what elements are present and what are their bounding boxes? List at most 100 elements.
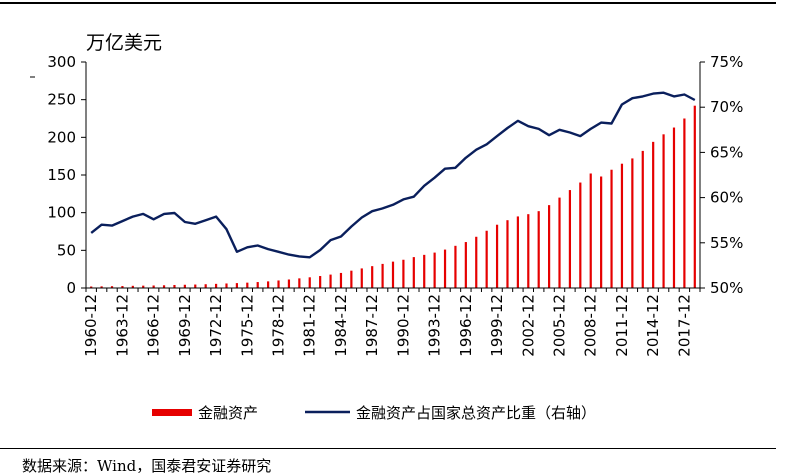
left-axis-ticks: 0 50 100 150 200 250 300	[47, 53, 86, 297]
right-tick-label: 60%	[710, 189, 743, 207]
right-tick-label: 70%	[710, 98, 743, 116]
bar	[433, 252, 436, 288]
legend-label-line: 金融资产占国家总资产比重（右轴）	[356, 404, 596, 422]
x-tick-label: 1960-12	[82, 294, 100, 357]
right-tick-label: 65%	[710, 143, 743, 161]
left-tick-label: 300	[47, 53, 76, 71]
bar	[412, 257, 415, 288]
bar	[464, 242, 467, 288]
bar	[319, 276, 322, 288]
x-tick-label: 2011-12	[613, 294, 631, 357]
bar	[693, 105, 696, 289]
bar	[350, 270, 353, 288]
x-tick-label: 2017-12	[675, 294, 693, 357]
left-tick-label: 250	[47, 91, 76, 109]
x-axis-ticks: 1960-12 1963-12 1966-12 1969-12 1972-12 1975-…	[82, 288, 701, 357]
bar	[610, 169, 613, 288]
bar	[485, 230, 488, 288]
bar	[495, 224, 499, 288]
bar	[662, 134, 665, 288]
bar	[454, 245, 457, 288]
bar	[402, 259, 405, 288]
right-tick-label: 75%	[710, 53, 743, 71]
axes	[30, 62, 701, 289]
bar	[194, 284, 197, 288]
legend-swatch-bar	[152, 409, 192, 416]
bar	[672, 127, 676, 288]
bar	[537, 211, 540, 288]
bar	[652, 141, 655, 288]
left-tick-label: 50	[57, 241, 76, 259]
bar	[142, 285, 145, 288]
bar	[298, 278, 301, 288]
bar	[620, 163, 624, 288]
bar	[152, 285, 155, 288]
bar	[162, 285, 166, 288]
bar	[589, 173, 592, 288]
bar	[256, 282, 259, 288]
bar	[423, 254, 426, 288]
x-tick-label: 1969-12	[176, 294, 194, 357]
bar	[600, 176, 603, 288]
bar	[183, 284, 186, 288]
x-tick-label: 1981-12	[301, 294, 319, 357]
left-tick-label: 200	[47, 128, 76, 146]
bar	[267, 281, 270, 288]
bar	[277, 280, 280, 288]
bottom-rule	[0, 448, 776, 449]
top-rule	[0, 2, 776, 4]
x-tick-label: 1987-12	[363, 294, 381, 357]
bar	[641, 150, 644, 288]
x-tick-label: 2005-12	[551, 294, 569, 357]
legend: 金融资产 金融资产占国家总资产比重（右轴）	[152, 404, 596, 422]
bar	[329, 274, 332, 288]
bar	[287, 279, 291, 288]
x-tick-label: 1975-12	[238, 294, 256, 357]
x-tick-label: 1963-12	[113, 294, 131, 357]
x-tick-label: 1984-12	[332, 294, 350, 357]
ratio-line	[90, 91, 696, 259]
bar	[204, 284, 207, 288]
bar	[631, 158, 634, 288]
bar	[225, 283, 228, 288]
line-series-ratio	[90, 91, 696, 259]
left-tick-label: 150	[47, 166, 76, 184]
bar	[110, 286, 114, 288]
left-tick-label: 100	[47, 204, 76, 222]
bar	[371, 266, 374, 288]
x-tick-label: 1993-12	[426, 294, 444, 357]
bar	[360, 268, 363, 288]
bar	[131, 285, 134, 288]
bar	[381, 263, 384, 288]
bar	[579, 182, 582, 288]
left-tick-label: 0	[66, 279, 76, 297]
bar	[443, 249, 447, 288]
x-tick-label: 2002-12	[519, 294, 537, 357]
x-tick-label: 2008-12	[582, 294, 600, 357]
bar	[506, 220, 509, 288]
right-axis-ticks: 50% 55% 60% 65% 70% 75%	[700, 53, 743, 297]
x-tick-label: 1966-12	[145, 294, 163, 357]
bar	[391, 261, 395, 288]
legend-label-bar: 金融资产	[198, 404, 258, 422]
bar	[246, 282, 249, 288]
bar	[235, 283, 238, 288]
bar	[683, 118, 686, 288]
bar	[121, 286, 124, 288]
x-tick-label: 1978-12	[270, 294, 288, 357]
bar	[527, 214, 530, 288]
bar	[516, 216, 519, 288]
bar	[308, 277, 311, 288]
bar	[214, 283, 218, 288]
bar	[100, 286, 103, 288]
right-tick-label: 55%	[710, 234, 743, 252]
source-note: 数据来源：Wind，国泰君安证券研究	[22, 457, 272, 475]
bar	[339, 272, 343, 288]
x-tick-label: 1972-12	[207, 294, 225, 357]
bar	[568, 190, 572, 288]
chart: 0 50 100 150 200 250 300 50% 55% 60% 65% 70% 75% 19…	[30, 53, 743, 422]
bar	[548, 205, 551, 288]
right-tick-label: 50%	[710, 279, 743, 297]
x-tick-label: 2014-12	[644, 294, 662, 357]
bar	[173, 284, 176, 288]
